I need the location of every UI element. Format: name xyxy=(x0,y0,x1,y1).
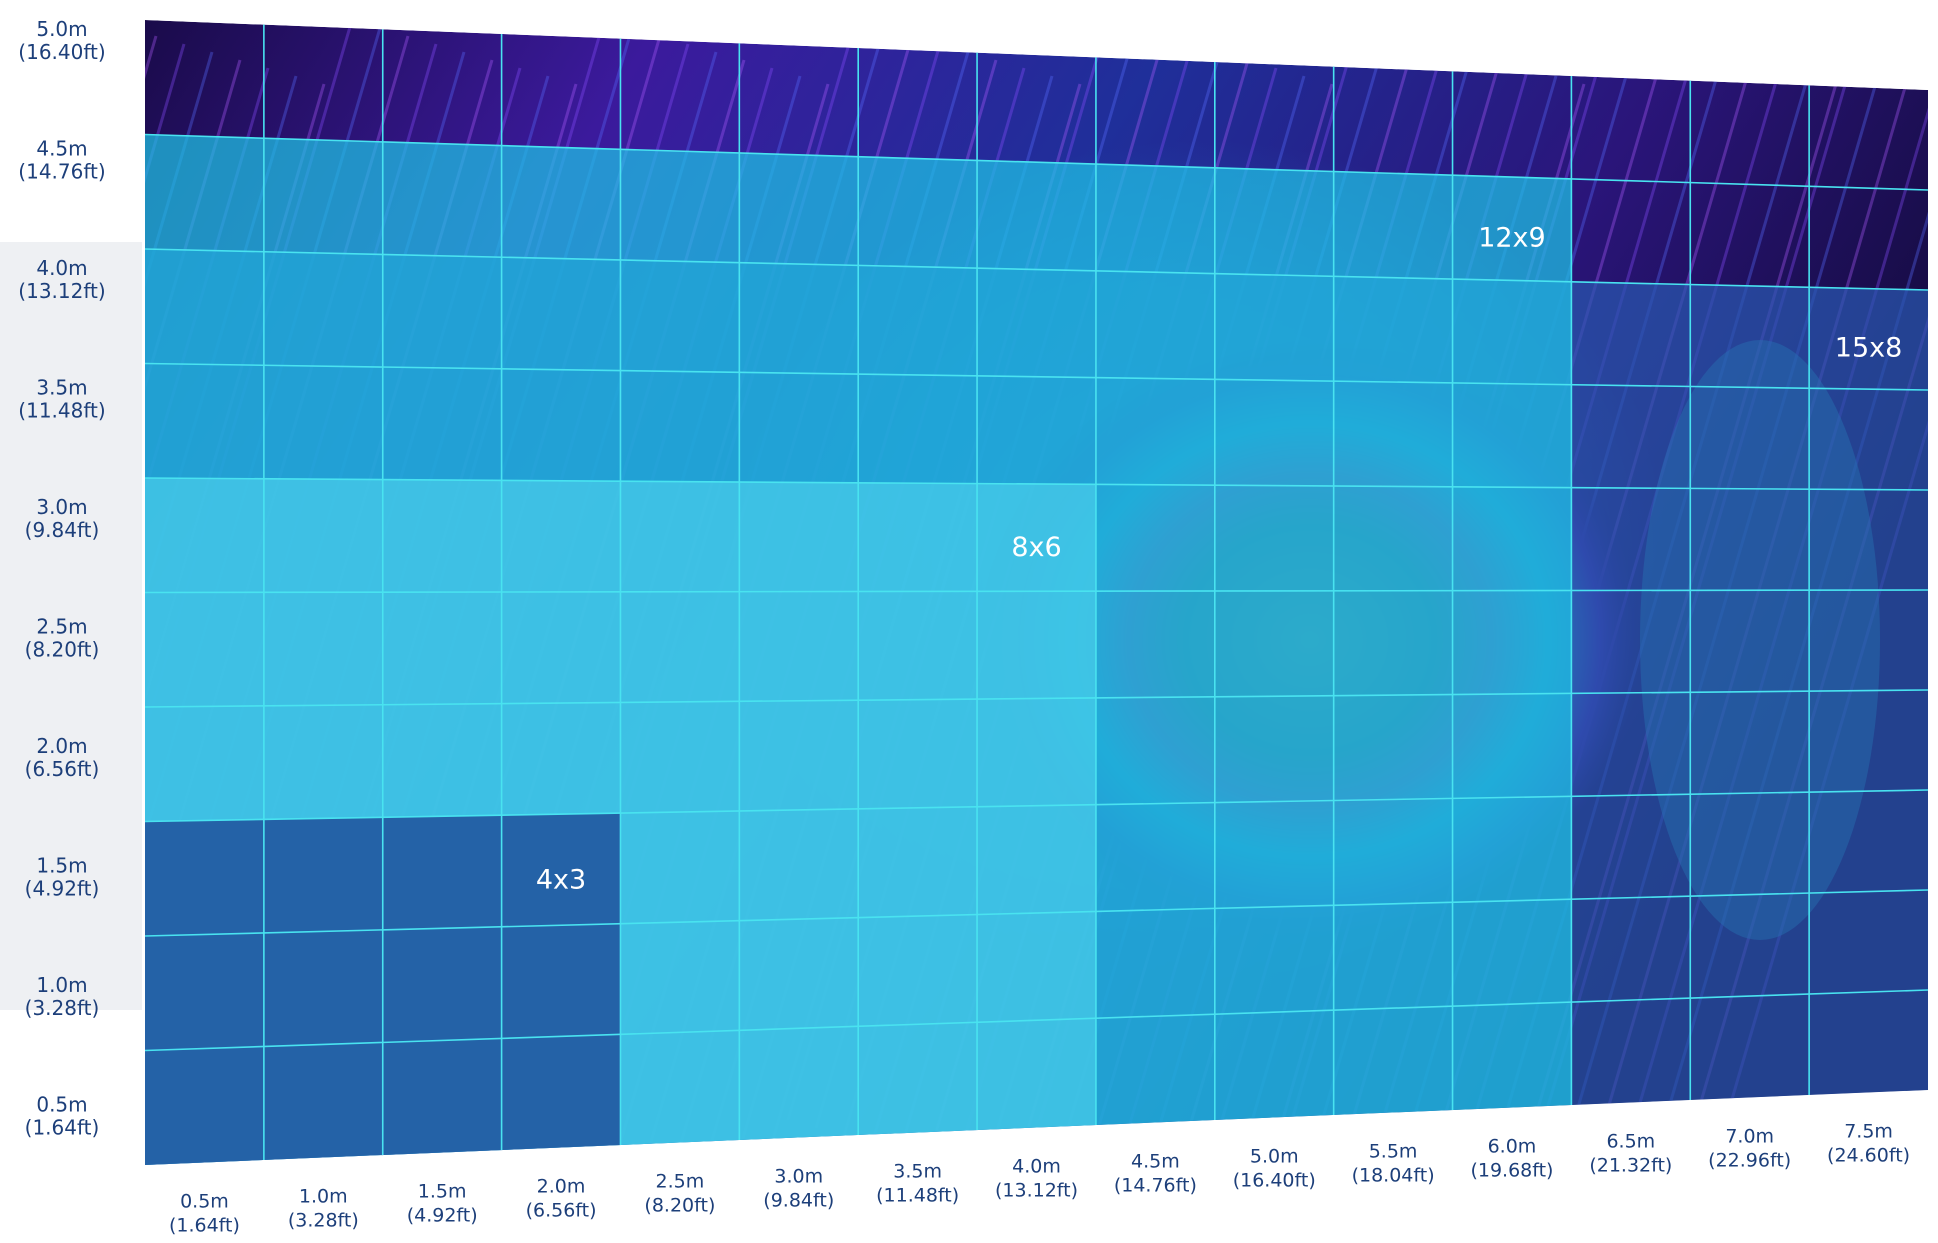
x-axis-label: 0.5m(1.64ft) xyxy=(169,1191,240,1237)
x-label-ft: (21.32ft) xyxy=(1589,1155,1672,1177)
grid-row-line xyxy=(144,789,1929,823)
x-axis-label: 3.0m(9.84ft) xyxy=(763,1166,834,1212)
grid-row-line xyxy=(144,889,1929,937)
x-axis-label: 6.0m(19.68ft) xyxy=(1470,1136,1553,1182)
x-label-m: 4.0m xyxy=(1012,1156,1061,1178)
y-label-m: 0.5m xyxy=(36,1092,87,1116)
grid-row-line xyxy=(144,477,1929,491)
y-label-m: 1.0m xyxy=(36,973,87,997)
grid-row-line xyxy=(144,362,1929,391)
y-label-ft: (11.48ft) xyxy=(18,398,105,422)
x-axis-label: 7.5m(24.60ft) xyxy=(1827,1121,1910,1167)
x-axis-label: 7.0m(22.96ft) xyxy=(1708,1126,1791,1172)
x-label-ft: (22.96ft) xyxy=(1708,1150,1791,1172)
y-label-m: 2.5m xyxy=(36,614,87,638)
x-label-m: 7.0m xyxy=(1725,1126,1774,1148)
x-label-m: 3.0m xyxy=(774,1166,823,1188)
x-label-m: 1.0m xyxy=(299,1186,348,1208)
y-label-ft: (16.40ft) xyxy=(18,40,105,64)
x-label-m: 4.5m xyxy=(1131,1151,1180,1173)
x-label-ft: (13.12ft) xyxy=(995,1180,1078,1202)
y-label-ft: (9.84ft) xyxy=(25,518,100,542)
x-label-m: 1.5m xyxy=(418,1181,467,1203)
x-label-m: 6.5m xyxy=(1606,1131,1655,1153)
y-axis-label: 3.5m(11.48ft) xyxy=(18,375,105,422)
y-label-m: 4.0m xyxy=(36,256,87,280)
x-label-ft: (1.64ft) xyxy=(169,1215,240,1237)
x-label-m: 3.5m xyxy=(893,1161,942,1183)
x-label-ft: (19.68ft) xyxy=(1470,1160,1553,1182)
y-axis-label: 1.0m(3.28ft) xyxy=(25,973,100,1020)
y-label-m: 4.5m xyxy=(36,136,87,160)
x-label-ft: (16.40ft) xyxy=(1233,1170,1316,1192)
x-axis-label: 1.0m(3.28ft) xyxy=(288,1186,359,1232)
x-axis-label: 2.0m(6.56ft) xyxy=(526,1176,597,1222)
screen-label: 12x9 xyxy=(1478,223,1546,254)
y-label-ft: (6.56ft) xyxy=(25,757,100,781)
y-label-ft: (1.64ft) xyxy=(25,1115,100,1139)
x-axis-label: 6.5m(21.32ft) xyxy=(1589,1131,1672,1177)
y-label-m: 3.5m xyxy=(36,375,87,399)
x-label-m: 2.5m xyxy=(656,1171,705,1193)
x-axis-label: 1.5m(4.92ft) xyxy=(407,1181,478,1227)
x-label-m: 0.5m xyxy=(180,1191,229,1213)
x-label-ft: (6.56ft) xyxy=(526,1200,597,1222)
y-label-m: 2.0m xyxy=(36,734,87,758)
grid-row-line xyxy=(144,989,1929,1052)
x-label-ft: (4.92ft) xyxy=(407,1205,478,1227)
y-label-ft: (3.28ft) xyxy=(25,996,100,1020)
x-axis-label: 5.5m(18.04ft) xyxy=(1352,1141,1435,1187)
y-label-ft: (8.20ft) xyxy=(25,637,100,661)
axis-highlight-band xyxy=(0,242,142,1010)
x-label-ft: (3.28ft) xyxy=(288,1210,359,1232)
x-axis-label: 4.5m(14.76ft) xyxy=(1114,1151,1197,1197)
x-axis-label: 5.0m(16.40ft) xyxy=(1233,1146,1316,1192)
grid-row-line xyxy=(144,589,1929,594)
screen-label: 4x3 xyxy=(536,864,586,895)
y-label-ft: (13.12ft) xyxy=(18,279,105,303)
y-label-m: 5.0m xyxy=(36,17,87,41)
feather-barb xyxy=(0,28,128,1128)
y-axis-label: 5.0m(16.40ft) xyxy=(18,17,105,64)
x-axis-label: 4.0m(13.12ft) xyxy=(995,1156,1078,1202)
y-label-m: 3.0m xyxy=(36,495,87,519)
x-label-m: 2.0m xyxy=(537,1176,586,1198)
feather-barb xyxy=(145,35,158,1137)
x-label-ft: (18.04ft) xyxy=(1352,1165,1435,1187)
x-label-ft: (14.76ft) xyxy=(1114,1175,1197,1197)
x-label-ft: (11.48ft) xyxy=(876,1185,959,1207)
y-axis-label: 2.0m(6.56ft) xyxy=(25,734,100,781)
grid-row-line xyxy=(144,133,1929,191)
y-label-ft: (4.92ft) xyxy=(25,876,100,900)
x-label-ft: (9.84ft) xyxy=(763,1190,834,1212)
y-axis-label: 1.5m(4.92ft) xyxy=(25,853,100,900)
grid-row-line xyxy=(144,248,1929,291)
x-label-m: 7.5m xyxy=(1844,1121,1893,1143)
y-axis-label: 4.5m(14.76ft) xyxy=(18,136,105,183)
x-axis-label: 3.5m(11.48ft) xyxy=(876,1161,959,1207)
x-label-m: 6.0m xyxy=(1488,1136,1537,1158)
x-label-m: 5.5m xyxy=(1369,1141,1418,1163)
x-label-m: 5.0m xyxy=(1250,1146,1299,1168)
grid-row-line xyxy=(144,689,1929,708)
y-axis-label: 3.0m(9.84ft) xyxy=(25,495,100,542)
y-axis-label: 0.5m(1.64ft) xyxy=(25,1092,100,1139)
y-axis-label: 4.0m(13.12ft) xyxy=(18,256,105,303)
y-label-ft: (14.76ft) xyxy=(18,159,105,183)
feather-barb xyxy=(0,20,100,1120)
screen-label: 8x6 xyxy=(1011,532,1061,563)
y-axis-label: 2.5m(8.20ft) xyxy=(25,614,100,661)
screen-label: 15x8 xyxy=(1835,332,1903,363)
x-axis-label: 2.5m(8.20ft) xyxy=(644,1171,715,1217)
x-label-ft: (24.60ft) xyxy=(1827,1145,1910,1167)
y-label-m: 1.5m xyxy=(36,853,87,877)
x-label-ft: (8.20ft) xyxy=(644,1195,715,1217)
